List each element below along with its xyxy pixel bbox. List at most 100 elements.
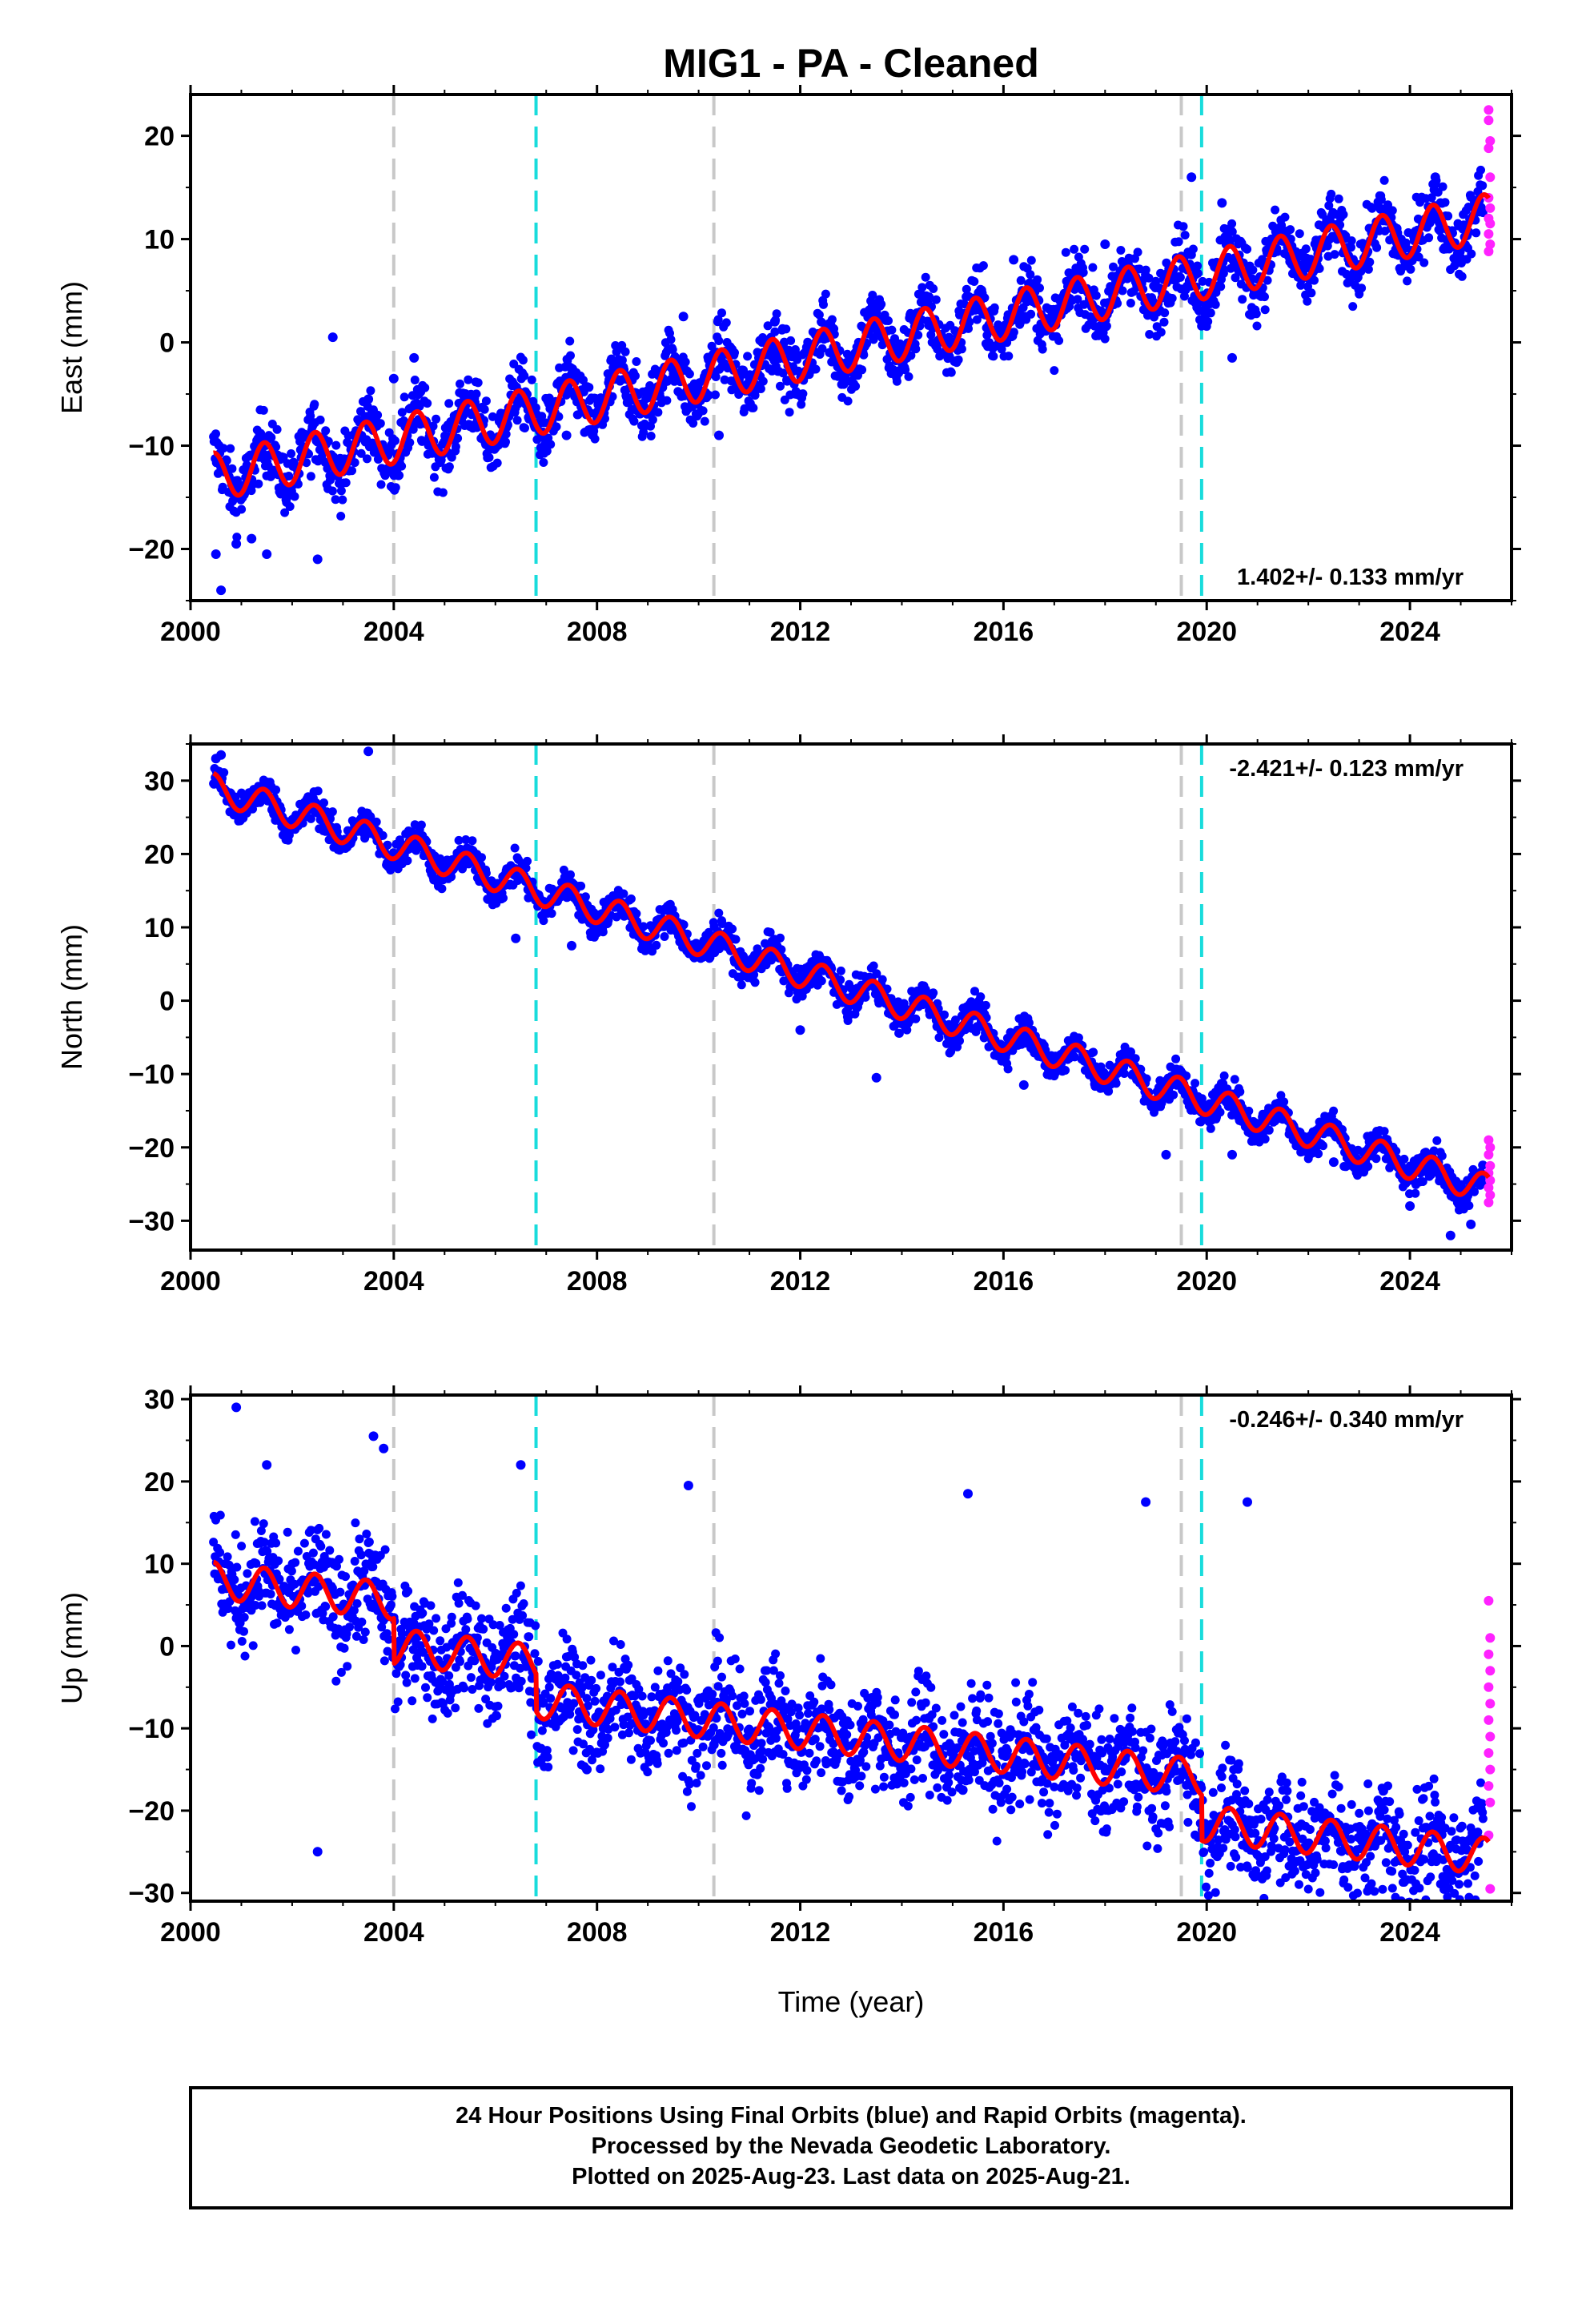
- data-point: [811, 364, 821, 374]
- data-point: [1399, 1154, 1409, 1164]
- data-point: [1219, 1071, 1229, 1080]
- data-point: [327, 807, 337, 817]
- data-point: [366, 386, 375, 396]
- data-point: [1178, 222, 1188, 231]
- data-point: [1009, 328, 1018, 337]
- data-point: [1175, 272, 1185, 282]
- data-point: [931, 295, 941, 304]
- data-point: [1035, 283, 1044, 293]
- data-point: [970, 277, 979, 286]
- data-point: [364, 1538, 374, 1546]
- data-point: [267, 432, 276, 442]
- data-point: [1484, 115, 1494, 126]
- data-point: [1126, 299, 1135, 308]
- data-point: [1193, 268, 1203, 278]
- data-point: [1227, 1149, 1237, 1160]
- data-point: [1016, 275, 1026, 285]
- data-point: [343, 1662, 352, 1671]
- data-point: [714, 430, 724, 440]
- data-point: [1334, 194, 1343, 203]
- data-point: [784, 345, 793, 355]
- data-point: [770, 327, 780, 336]
- data-point: [1438, 182, 1447, 191]
- data-point: [713, 315, 723, 324]
- data-point: [1054, 336, 1064, 345]
- velocity-annotation: 1.402+/- 0.133 mm/yr: [1237, 565, 1464, 590]
- data-point: [1258, 255, 1267, 264]
- data-point: [631, 371, 640, 380]
- data-point: [1314, 1149, 1323, 1159]
- data-point: [363, 394, 374, 404]
- data-point: [817, 976, 826, 986]
- data-point: [473, 378, 483, 388]
- data-point: [1151, 276, 1161, 286]
- data-point: [518, 356, 528, 365]
- data-point: [814, 310, 824, 320]
- data-point: [552, 422, 561, 432]
- data-point: [321, 426, 331, 436]
- data-point: [1050, 366, 1059, 376]
- data-point: [501, 437, 510, 447]
- data-point: [1145, 330, 1154, 339]
- data-point: [1485, 172, 1496, 183]
- data-point: [356, 448, 366, 458]
- data-point: [1484, 247, 1494, 256]
- data-point: [271, 785, 281, 794]
- data-point: [1432, 1136, 1442, 1145]
- data-point: [1080, 244, 1090, 254]
- data-point: [401, 1671, 411, 1680]
- x-tick-label: 2008: [567, 1266, 628, 1297]
- data-point: [739, 365, 748, 375]
- data-point: [901, 365, 910, 375]
- data-point: [423, 399, 432, 408]
- data-point: [877, 300, 886, 309]
- data-point: [1403, 276, 1412, 286]
- data-point: [1186, 172, 1197, 183]
- data-point: [1424, 233, 1434, 243]
- data-point: [291, 1646, 300, 1655]
- data-point: [437, 884, 447, 894]
- data-point: [1310, 275, 1319, 285]
- data-point: [416, 820, 426, 830]
- data-point: [488, 412, 497, 421]
- data-point: [561, 430, 572, 440]
- data-point: [408, 1696, 417, 1706]
- data-point: [1484, 143, 1494, 154]
- data-point: [1073, 295, 1082, 304]
- data-point: [1004, 352, 1014, 361]
- data-point: [405, 438, 415, 448]
- data-point: [959, 300, 969, 309]
- data-point: [689, 419, 698, 428]
- data-point: [871, 1072, 881, 1083]
- data-point: [1472, 228, 1481, 238]
- data-point: [1171, 1054, 1181, 1063]
- data-point: [1215, 1108, 1225, 1117]
- data-point: [402, 1678, 412, 1687]
- data-point: [576, 881, 586, 891]
- data-point: [1273, 247, 1282, 256]
- data-point: [972, 315, 982, 324]
- data-point: [271, 1538, 281, 1548]
- data-point: [1206, 308, 1215, 318]
- data-point: [223, 1552, 232, 1562]
- data-point: [678, 312, 689, 322]
- data-point: [284, 1625, 294, 1634]
- data-point: [1033, 275, 1042, 284]
- data-point: [666, 335, 676, 344]
- data-point: [1088, 263, 1098, 272]
- data-point: [1118, 286, 1127, 296]
- data-point: [227, 464, 237, 473]
- data-point: [711, 390, 720, 400]
- data-point: [721, 318, 731, 328]
- data-point: [1279, 1097, 1289, 1107]
- data-point: [331, 495, 340, 505]
- data-point: [1419, 258, 1429, 267]
- x-tick-label: 2008: [567, 617, 628, 647]
- data-point: [527, 375, 536, 384]
- x-tick-label: 2000: [160, 617, 221, 647]
- data-point: [226, 444, 235, 453]
- data-point: [1100, 239, 1110, 249]
- y-tick-label: −20: [128, 1133, 175, 1164]
- data-point: [313, 786, 323, 796]
- data-point: [868, 291, 877, 300]
